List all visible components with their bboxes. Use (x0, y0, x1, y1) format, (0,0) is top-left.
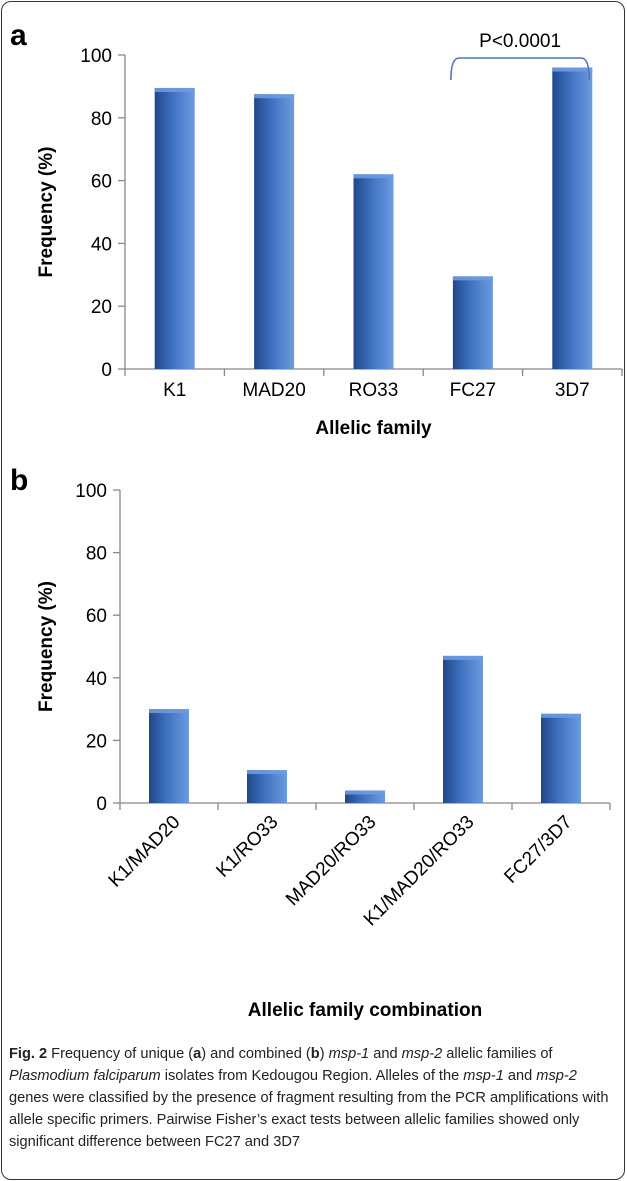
y-tick-label: 20 (86, 731, 107, 752)
caption-label: Fig. 2 (9, 1046, 48, 1062)
bar-top-highlight (254, 94, 295, 99)
x-tick-label: 3D7 (555, 380, 590, 401)
caption-species: Plasmodium falciparum (9, 1068, 161, 1084)
x-tick-label: MAD20 (242, 380, 305, 401)
x-tick-label: FC27 (450, 380, 496, 401)
bar-top-highlight (552, 67, 593, 72)
y-tick-label: 0 (101, 360, 112, 381)
panel-a-label: a (10, 19, 27, 52)
caption-text: ) and combined ( (201, 1046, 311, 1062)
x-tick-label: MAD20/RO33 (282, 812, 380, 910)
bar-top-highlight (247, 770, 287, 775)
y-tick-label: 80 (91, 109, 112, 130)
x-tick-label: K1/MAD20/RO33 (360, 812, 479, 931)
bar-top-highlight (443, 655, 483, 660)
bar-mad20 (254, 94, 295, 369)
x-tick-label: K1/MAD20 (105, 812, 185, 892)
bar-fc27 (452, 276, 493, 369)
bar-k1-mad20 (149, 709, 189, 803)
bar-top-highlight (541, 713, 581, 718)
caption-ref-b: b (310, 1046, 320, 1062)
x-tick-label: FC27/3D7 (500, 812, 576, 888)
bar-k1-mad20-ro33 (443, 655, 483, 803)
caption-gene: msp-1 (328, 1046, 370, 1062)
significance-label: P<0.0001 (479, 31, 561, 52)
bar-fc27-3d7 (541, 713, 581, 803)
caption-text: and (369, 1046, 402, 1062)
caption-text: isolates from Kedougou Region. Alleles o… (160, 1068, 464, 1084)
caption-text: Frequency of unique ( (47, 1046, 194, 1062)
x-tick-label: K1 (163, 380, 186, 401)
caption-text: allelic families of (442, 1046, 553, 1062)
chart-a: 0 20 40 60 80 100 K1 MAD20 RO33 FC27 3D7 Allelic fa… (36, 31, 623, 439)
significance-bracket (450, 57, 591, 81)
bar-top-highlight (154, 87, 195, 92)
panel-b-label: b (10, 464, 28, 497)
y-tick-label: 100 (80, 46, 112, 67)
bar-top-highlight (149, 709, 189, 714)
chart-b: 0 20 40 60 80 100 K1/MAD20 K1/RO33 MAD20/RO33K1/… (36, 481, 611, 1021)
x-tick-label: RO33 (349, 380, 399, 401)
x-axis-title: Allelic family (315, 418, 432, 439)
x-axis-title: Allelic family combination (248, 1000, 482, 1021)
y-tick-label: 80 (86, 544, 107, 565)
y-tick-label: 100 (75, 481, 107, 502)
x-tick-label: K1/RO33 (212, 812, 282, 882)
caption-text: genes were classified by the presence of… (9, 1090, 609, 1150)
caption-gene: msp-2 (536, 1068, 577, 1084)
figure-caption: Fig. 2 Frequency of unique (a) and combi… (9, 1043, 615, 1153)
caption-text: ) (319, 1046, 329, 1062)
y-axis-title: Frequency (%) (36, 147, 57, 278)
caption-text: and (503, 1068, 537, 1084)
caption-gene: msp-2 (401, 1046, 443, 1062)
y-tick-label: 40 (86, 669, 107, 690)
y-tick-label: 40 (91, 234, 112, 255)
caption-ref-a: a (193, 1046, 202, 1062)
y-tick-label: 60 (91, 172, 112, 193)
y-tick-label: 60 (86, 606, 107, 627)
figure-charts: a b 0 20 40 60 80 100 K1 MAD20 RO33 FC27 3D7 Alleli… (10, 19, 623, 1021)
bar-top-highlight (353, 174, 394, 179)
bar-top-highlight (452, 276, 493, 281)
caption-gene: msp-1 (463, 1068, 504, 1084)
bar-ro33 (353, 174, 394, 369)
y-tick-label: 0 (96, 794, 107, 815)
bar-k1 (154, 87, 195, 369)
bar-top-highlight (345, 790, 385, 795)
bar-3d7 (552, 67, 593, 369)
y-tick-label: 20 (91, 297, 112, 318)
bar-k1-ro33 (247, 770, 287, 803)
y-axis-title: Frequency (%) (36, 581, 57, 712)
